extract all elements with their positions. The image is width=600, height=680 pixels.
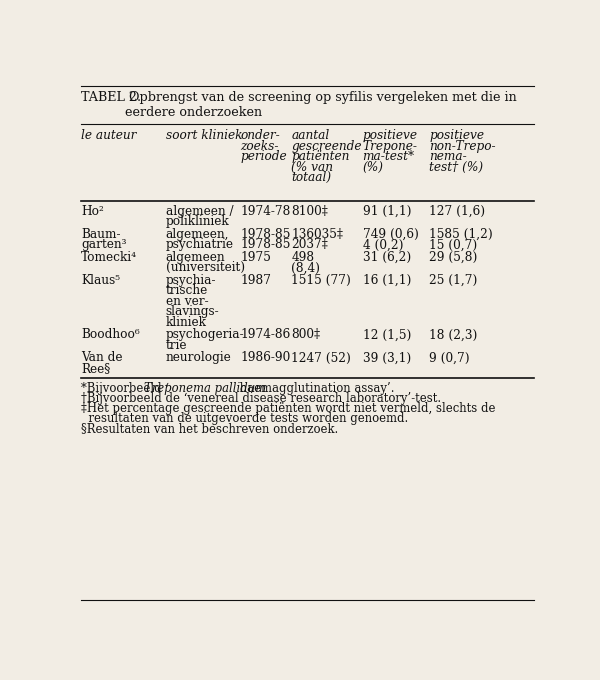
Text: 1974-78: 1974-78 [240,205,290,218]
Text: kliniek: kliniek [166,316,206,328]
Text: 9 (0,7): 9 (0,7) [429,352,470,364]
Text: 1247 (52): 1247 (52) [291,352,351,364]
Text: Trepone-: Trepone- [362,139,418,153]
Text: 91 (1,1): 91 (1,1) [362,205,411,218]
Text: en ver-: en ver- [166,295,208,308]
Text: Opbrengst van de screening op syfilis vergeleken met die in
eerdere onderzoeken: Opbrengst van de screening op syfilis ve… [125,91,517,119]
Text: haemagglutination assay’.: haemagglutination assay’. [236,382,394,395]
Text: non-Trepo-: non-Trepo- [429,139,496,153]
Text: garten³: garten³ [81,238,127,252]
Text: †Bijvoorbeeld de ‘venereal disease research laboratory’-test.: †Bijvoorbeeld de ‘venereal disease resea… [81,392,442,405]
Text: aantal: aantal [291,129,329,142]
Text: psychiatrie: psychiatrie [166,238,233,252]
Text: trie: trie [166,339,187,352]
Text: 800‡: 800‡ [291,328,320,341]
Text: Klaus⁵: Klaus⁵ [81,274,120,287]
Text: 1515 (77): 1515 (77) [291,274,351,287]
Text: psychia-: psychia- [166,274,216,287]
Text: (%): (%) [362,160,383,173]
Text: totaal): totaal) [291,171,331,184]
Text: algemeen: algemeen [166,251,226,264]
Text: Boodhoo⁶: Boodhoo⁶ [81,328,140,341]
Text: polikliniek: polikliniek [166,215,229,228]
Text: ma-test*: ma-test* [362,150,415,163]
Text: 12 (1,5): 12 (1,5) [362,328,411,341]
Text: ‡Het percentage gescreende patiënten wordt niet vermeld, slechts de: ‡Het percentage gescreende patiënten wor… [81,403,496,415]
Text: (8,4): (8,4) [291,261,320,275]
Text: Ree§: Ree§ [81,362,110,375]
Text: positieve: positieve [362,129,418,142]
Text: 1978-85: 1978-85 [240,238,290,252]
Text: TABEL 2.: TABEL 2. [81,91,142,104]
Text: positieve: positieve [429,129,484,142]
Text: 29 (5,8): 29 (5,8) [429,251,478,264]
Text: algemeen /: algemeen / [166,205,233,218]
Text: 39 (3,1): 39 (3,1) [362,352,411,364]
Text: 498: 498 [291,251,314,264]
Text: psychogeria-: psychogeria- [166,328,244,341]
Text: Van de: Van de [81,352,123,364]
Text: Tomecki⁴: Tomecki⁴ [81,251,137,264]
Text: patiënten: patiënten [291,150,350,163]
Text: 1975: 1975 [240,251,271,264]
Text: 25 (1,7): 25 (1,7) [429,274,478,287]
Text: 18 (2,3): 18 (2,3) [429,328,478,341]
Text: trische: trische [166,284,208,297]
Text: *Bijvoorbeeld ‘: *Bijvoorbeeld ‘ [81,382,169,395]
Text: 127 (1,6): 127 (1,6) [429,205,485,218]
Text: soort kliniek: soort kliniek [166,129,242,142]
Text: Ho²: Ho² [81,205,104,218]
Text: onder-: onder- [240,129,280,142]
Text: 15 (0,7): 15 (0,7) [429,238,478,252]
Text: le auteur: le auteur [81,129,137,142]
Text: (% van: (% van [291,160,333,173]
Text: periode: periode [240,150,287,163]
Text: 1978-85: 1978-85 [240,228,290,241]
Text: 749 (0,6): 749 (0,6) [362,228,418,241]
Text: 1585 (1,2): 1585 (1,2) [429,228,493,241]
Text: 1986-90: 1986-90 [240,352,290,364]
Text: (universiteit): (universiteit) [166,261,245,275]
Text: 136035‡: 136035‡ [291,228,343,241]
Text: 1974-86: 1974-86 [240,328,290,341]
Text: algemeen,: algemeen, [166,228,229,241]
Text: slavings-: slavings- [166,305,220,318]
Text: zoeks-: zoeks- [240,139,278,153]
Text: test† (%): test† (%) [429,160,484,173]
Text: neurologie: neurologie [166,352,232,364]
Text: nema-: nema- [429,150,467,163]
Text: resultaten van de uitgevoerde tests worden genoemd.: resultaten van de uitgevoerde tests word… [81,412,409,425]
Text: §Resultaten van het beschreven onderzoek.: §Resultaten van het beschreven onderzoek… [81,422,338,435]
Text: 2037‡: 2037‡ [291,238,328,252]
Text: gescreende: gescreende [291,139,362,153]
Text: 16 (1,1): 16 (1,1) [362,274,411,287]
Text: 4 (0,2): 4 (0,2) [362,238,403,252]
Text: 31 (6,2): 31 (6,2) [362,251,411,264]
Text: Treponema pallidum: Treponema pallidum [144,382,266,395]
Text: 1987: 1987 [240,274,271,287]
Text: 8100‡: 8100‡ [291,205,328,218]
Text: Baum-: Baum- [81,228,121,241]
